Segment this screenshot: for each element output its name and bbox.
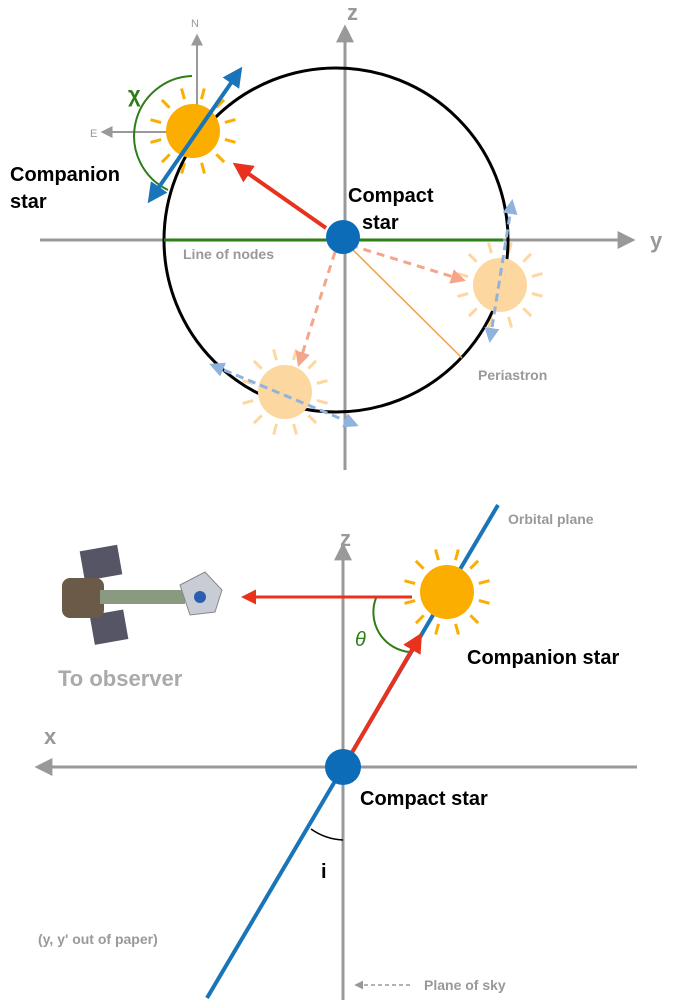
sun-ray	[272, 349, 278, 361]
sun-ray	[180, 88, 186, 100]
sun-ray	[457, 272, 469, 278]
dashed-arrow	[349, 243, 466, 284]
sun-ray	[404, 579, 416, 585]
sun-ray	[414, 559, 425, 570]
i-arc	[310, 828, 344, 841]
sun-ray	[252, 414, 263, 425]
sun-ray	[457, 292, 469, 298]
sun-ray	[467, 252, 478, 263]
sun-ray	[224, 118, 236, 124]
sun-ray	[531, 272, 543, 278]
velocity-arrow	[484, 199, 518, 343]
angle-label: θ	[355, 629, 366, 651]
sun-ray	[434, 623, 440, 635]
axis-label: y	[650, 228, 663, 253]
sun-ray	[469, 559, 480, 570]
sun-ray	[434, 549, 440, 561]
sun-ray	[160, 153, 171, 164]
sun-ray	[160, 98, 171, 109]
axis-label: z	[340, 526, 351, 551]
sun-ray	[200, 162, 206, 174]
sun-ray	[531, 292, 543, 298]
sun-ray	[200, 88, 206, 100]
axis-label: z	[347, 0, 358, 25]
sun-ray	[478, 599, 490, 605]
compact-label: Compact star	[360, 788, 488, 810]
satellite	[62, 544, 223, 645]
compass-label: N	[191, 18, 199, 30]
compact-label: star	[362, 212, 399, 234]
separation-arrow	[232, 162, 328, 230]
sun-ray	[467, 307, 478, 318]
sun-ray	[292, 349, 298, 361]
sun-ray	[215, 153, 226, 164]
dashed-arrow	[295, 251, 337, 367]
compass-label: E	[90, 128, 97, 140]
sun-ray	[522, 307, 533, 318]
sun-ray	[224, 138, 236, 144]
sun-ray	[252, 359, 263, 370]
sun-ray	[307, 414, 318, 425]
sun-ray	[404, 599, 416, 605]
sun-ray	[292, 423, 298, 435]
sun-ray	[150, 118, 162, 124]
theta-arc	[372, 597, 410, 653]
faded-star	[258, 365, 312, 419]
note: (y, y' out of paper)	[38, 931, 158, 947]
sun-ray	[316, 399, 328, 405]
sun-ray	[478, 579, 490, 585]
periastron-label: Periastron	[478, 367, 547, 383]
sun-ray	[150, 138, 162, 144]
angle-label: i	[321, 861, 327, 883]
angle-label: χ	[128, 82, 141, 107]
sky-motion-arrow	[147, 66, 243, 204]
separation-arrow	[348, 632, 423, 758]
sun-ray	[272, 423, 278, 435]
sun-ray	[469, 614, 480, 625]
compact-star	[326, 220, 360, 254]
sun-ray	[307, 359, 318, 370]
orbital-plane-label: Orbital plane	[508, 511, 594, 527]
sun-ray	[316, 379, 328, 385]
sun-ray	[454, 549, 460, 561]
periastron-line	[342, 239, 463, 359]
observer-label: To observer	[58, 666, 183, 691]
sun-ray	[242, 399, 254, 405]
companion-label: Companion	[10, 164, 120, 186]
sun-ray	[414, 614, 425, 625]
sun-ray	[522, 252, 533, 263]
line-of-nodes-label: Line of nodes	[183, 246, 274, 262]
compact-label: Compact	[348, 185, 434, 207]
plane-of-sky-label: Plane of sky	[424, 977, 506, 993]
sun-ray	[454, 623, 460, 635]
axis-label: x	[44, 724, 57, 749]
sun-ray	[487, 242, 493, 254]
velocity-arrow	[209, 362, 359, 428]
companion-star	[420, 565, 474, 619]
companion-label: star	[10, 191, 47, 213]
sun-ray	[507, 316, 513, 328]
companion-label: Companion star	[467, 647, 619, 669]
compact-star	[325, 749, 361, 785]
